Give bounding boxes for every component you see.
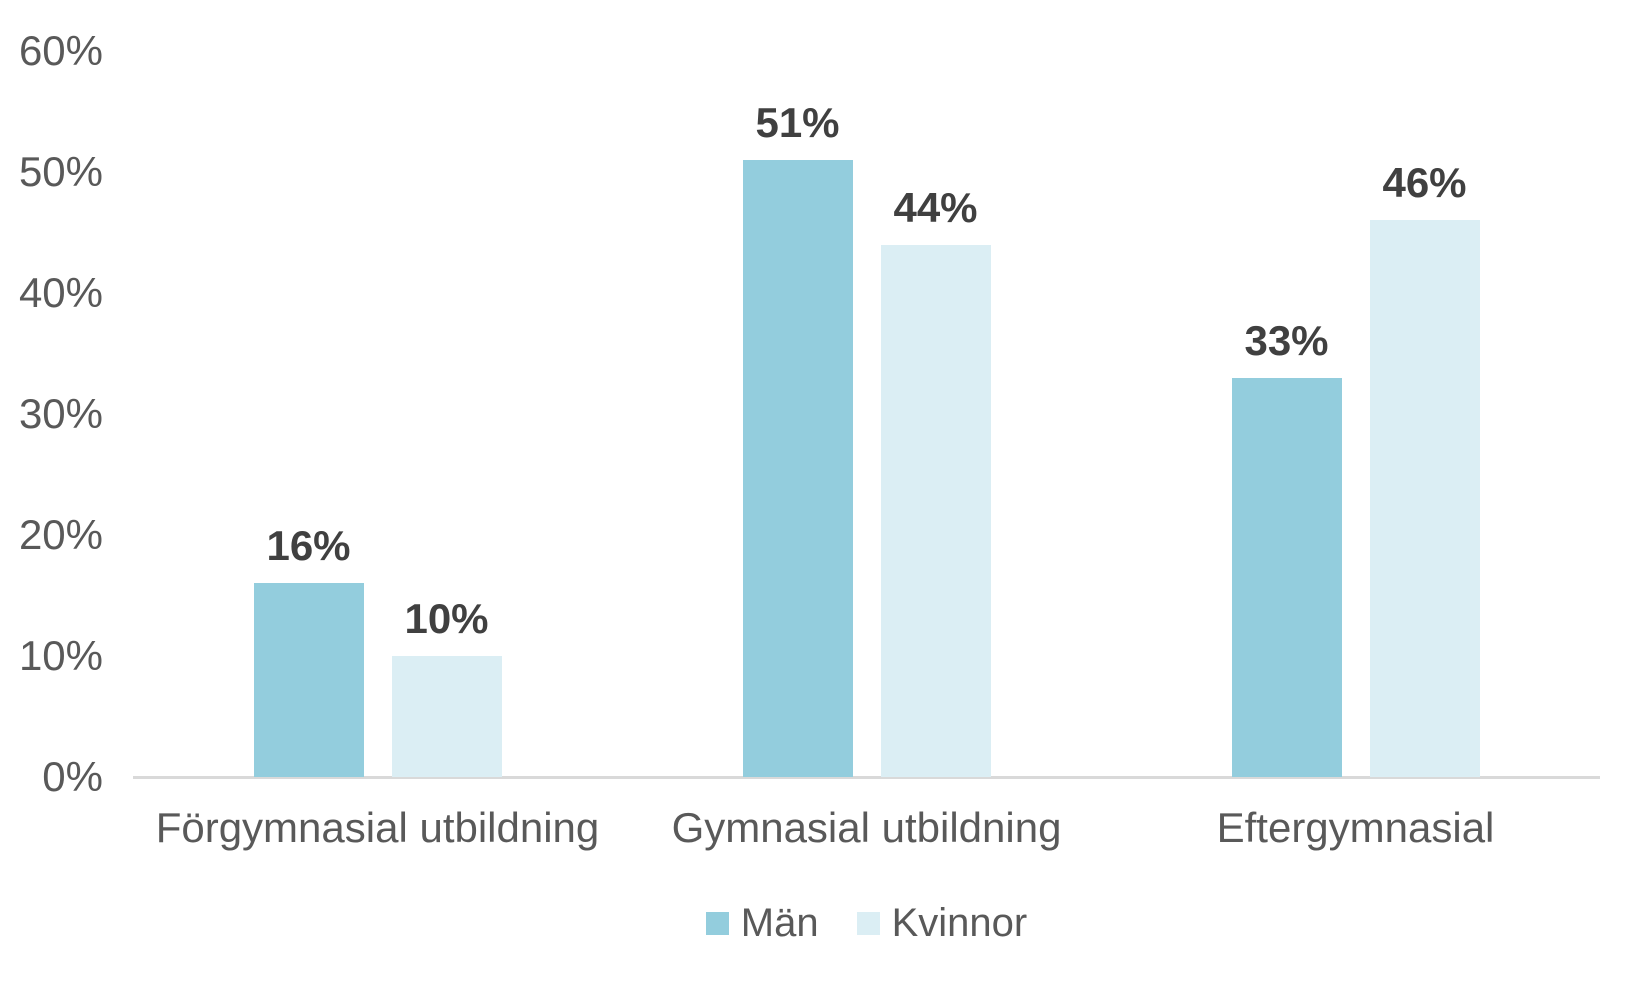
data-label: 10% [404,595,489,642]
bar-column: 33% [1231,51,1342,777]
x-axis-line [133,776,1600,779]
category-label: Eftergymnasial [1216,804,1495,851]
bar-män-2 [742,159,853,777]
y-axis-tick-label: 0% [42,753,103,800]
y-axis-tick-label: 60% [18,27,103,74]
plot-area: 16% 10% 51% 44% 33% 46% [133,51,1600,779]
legend-label: Män [740,901,819,945]
category-label: Förgymnasial utbildning [155,804,600,851]
y-axis-tick-label: 50% [18,148,103,195]
x-axis-category-labels: Förgymnasial utbildning Gymnasial utbildn… [133,803,1600,853]
data-label: 16% [266,522,351,570]
bar-group: 51% 44% [622,51,1111,777]
bar-column: 46% [1369,51,1480,777]
legend-color-swatch [705,911,729,935]
legend: Män Kvinnor [133,900,1600,946]
bar-group: 33% 46% [1111,51,1600,777]
y-axis-tick-label: 30% [18,390,103,437]
bar-kvinnor-1 [391,656,502,777]
bar-män-3 [1231,377,1342,777]
bar-män-1 [253,583,364,777]
y-axis-tick-label: 40% [18,269,103,316]
bar-column: 16% [253,51,364,777]
data-label: 46% [1382,159,1467,207]
y-axis-tick-label: 20% [18,511,103,558]
bar-column: 10% [391,51,502,777]
bar-column: 44% [880,51,991,777]
y-axis-tick-label: 10% [18,632,103,679]
legend-label: Kvinnor [891,901,1028,945]
legend-item-kvinnor: Kvinnor [856,900,1028,946]
legend-item-män: Män [705,900,819,946]
bar-group: 16% 10% [133,51,622,777]
category-label: Gymnasial utbildning [671,804,1062,851]
data-label: 44% [893,183,978,231]
legend-color-swatch [856,911,880,935]
bar-kvinnor-3 [1369,220,1480,777]
bar-column: 51% [742,51,853,777]
data-label: 51% [755,98,840,146]
bar-kvinnor-2 [880,244,991,777]
data-label: 33% [1244,316,1329,364]
